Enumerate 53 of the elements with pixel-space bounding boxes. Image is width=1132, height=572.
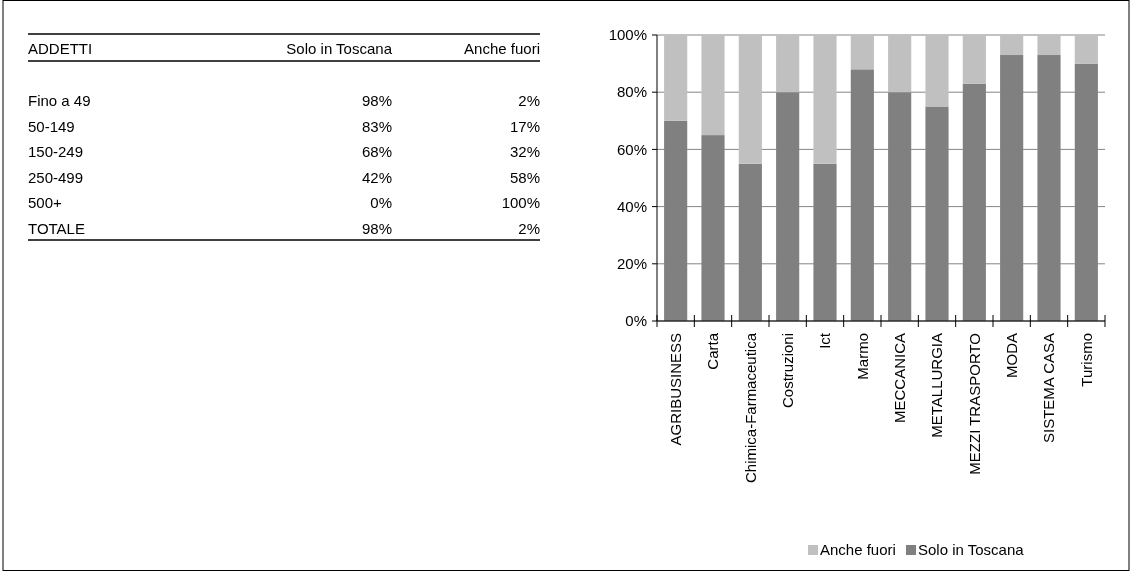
category-label: 50-149 [28,117,75,135]
x-tick-label: MECCANICA [890,333,908,424]
data-label: 32% [509,143,540,161]
legend-label: Solo in Toscana [918,541,1025,558]
bar [738,35,762,164]
legend-label: Anche fuori [820,541,896,558]
x-tick-label: Ict [816,332,834,349]
x-tick-label: Marmo [853,333,871,380]
category-label: 150-249 [28,143,84,161]
x-tick-label: METALLURGIA [928,333,946,438]
text: ADDETTI [28,40,93,57]
bar [776,35,800,93]
bar [962,35,986,84]
text: Solo in Toscana [286,40,393,57]
y-tick-label: 60% [616,140,647,158]
x-tick-label: AGRIBUSINESS [666,333,684,446]
data-label: 83% [361,117,392,135]
data-label: 2% [518,220,540,237]
data-label: 68% [361,143,392,161]
bar [850,35,874,70]
bar [1000,35,1024,56]
x-tick-label: Costruzioni [778,333,796,409]
x-tick-label: Chimica-Farmaceutica [741,332,759,484]
x-tick-label: Carta [704,332,722,370]
data-label: 100% [501,194,540,212]
x-tick-label: MEZZI TRASPORTO [965,333,983,475]
data-label: 42% [361,168,392,186]
bar [701,35,725,136]
x-tick-label: SISTEMA CASA [1040,333,1058,444]
bar [664,35,688,121]
data-label: 98% [361,92,392,109]
data-label: 58% [509,168,540,186]
x-tick-label: Turismo [1077,333,1095,387]
bar [1074,35,1098,64]
data-label: 98% [361,220,392,237]
category-label: Fino a 49 [28,92,91,109]
data-label: 0% [370,194,392,212]
bar [888,35,912,93]
x-tick-label: MODA [1002,333,1020,378]
y-tick-label: 20% [616,255,647,273]
bar [925,35,949,107]
y-tick-label: 0% [625,312,647,330]
data-label: 17% [509,117,540,135]
bar [813,35,837,164]
data-label: 2% [518,92,540,109]
y-tick-label: 80% [616,83,647,101]
y-tick-label: 40% [616,197,647,215]
y-tick-label: 100% [608,26,647,44]
text: Anche fuori [464,40,540,57]
category-label: 250-499 [28,168,84,186]
bar [1037,35,1061,56]
category-label: TOTALE [28,220,85,237]
category-label: 500+ [28,194,63,212]
